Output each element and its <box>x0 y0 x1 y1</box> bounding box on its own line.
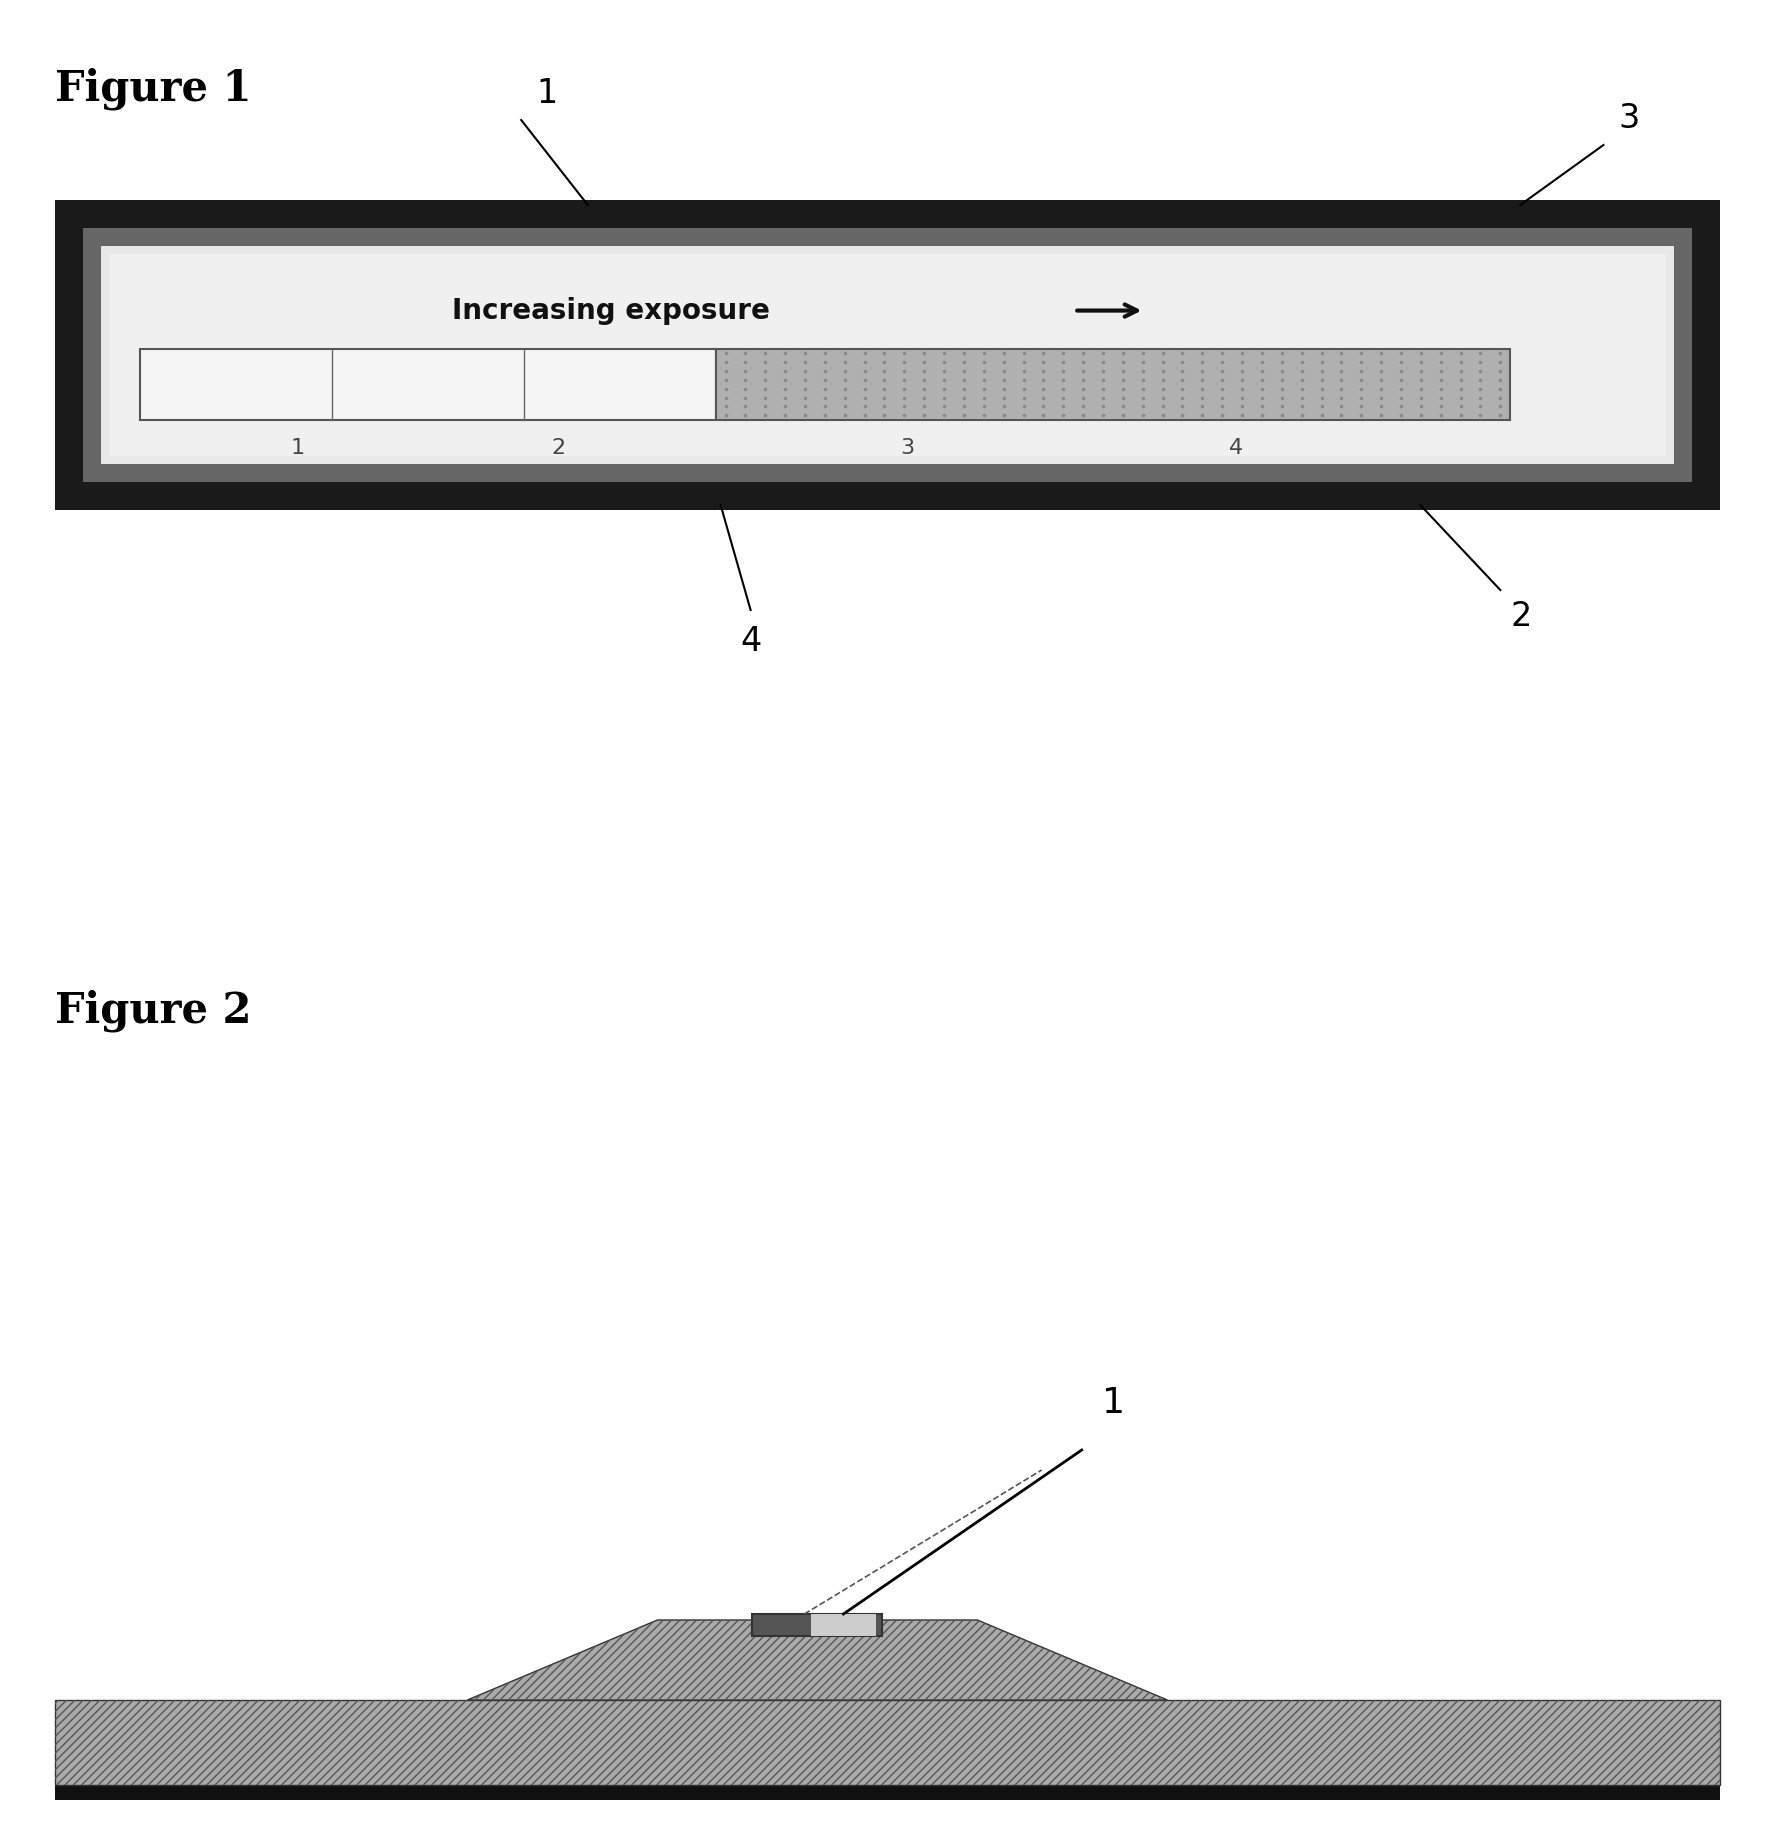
Text: 1: 1 <box>1102 1387 1125 1420</box>
Text: 1: 1 <box>537 77 558 110</box>
Text: 4: 4 <box>739 625 761 658</box>
Bar <box>55 1700 1720 1784</box>
Bar <box>716 348 1510 420</box>
Bar <box>108 253 1667 457</box>
Bar <box>55 200 84 510</box>
Text: 1: 1 <box>291 438 306 458</box>
Bar <box>84 227 1692 482</box>
Bar <box>55 1784 1720 1799</box>
Bar <box>101 246 1674 464</box>
Bar <box>1692 200 1720 510</box>
Text: Figure 2: Figure 2 <box>55 990 252 1033</box>
Text: 4: 4 <box>1230 438 1244 458</box>
Bar <box>140 348 716 420</box>
Text: 2: 2 <box>551 438 565 458</box>
Text: Increasing exposure: Increasing exposure <box>451 297 769 325</box>
Bar <box>55 482 1720 510</box>
Text: Figure 1: Figure 1 <box>55 68 252 110</box>
Bar <box>55 200 1720 510</box>
Text: 2: 2 <box>1510 600 1532 633</box>
Bar <box>810 1614 876 1636</box>
Text: 3: 3 <box>901 438 915 458</box>
Bar <box>55 200 1720 227</box>
Polygon shape <box>467 1619 1167 1700</box>
Bar <box>752 1614 883 1636</box>
Text: 3: 3 <box>1619 103 1640 136</box>
Bar <box>55 1700 1720 1784</box>
